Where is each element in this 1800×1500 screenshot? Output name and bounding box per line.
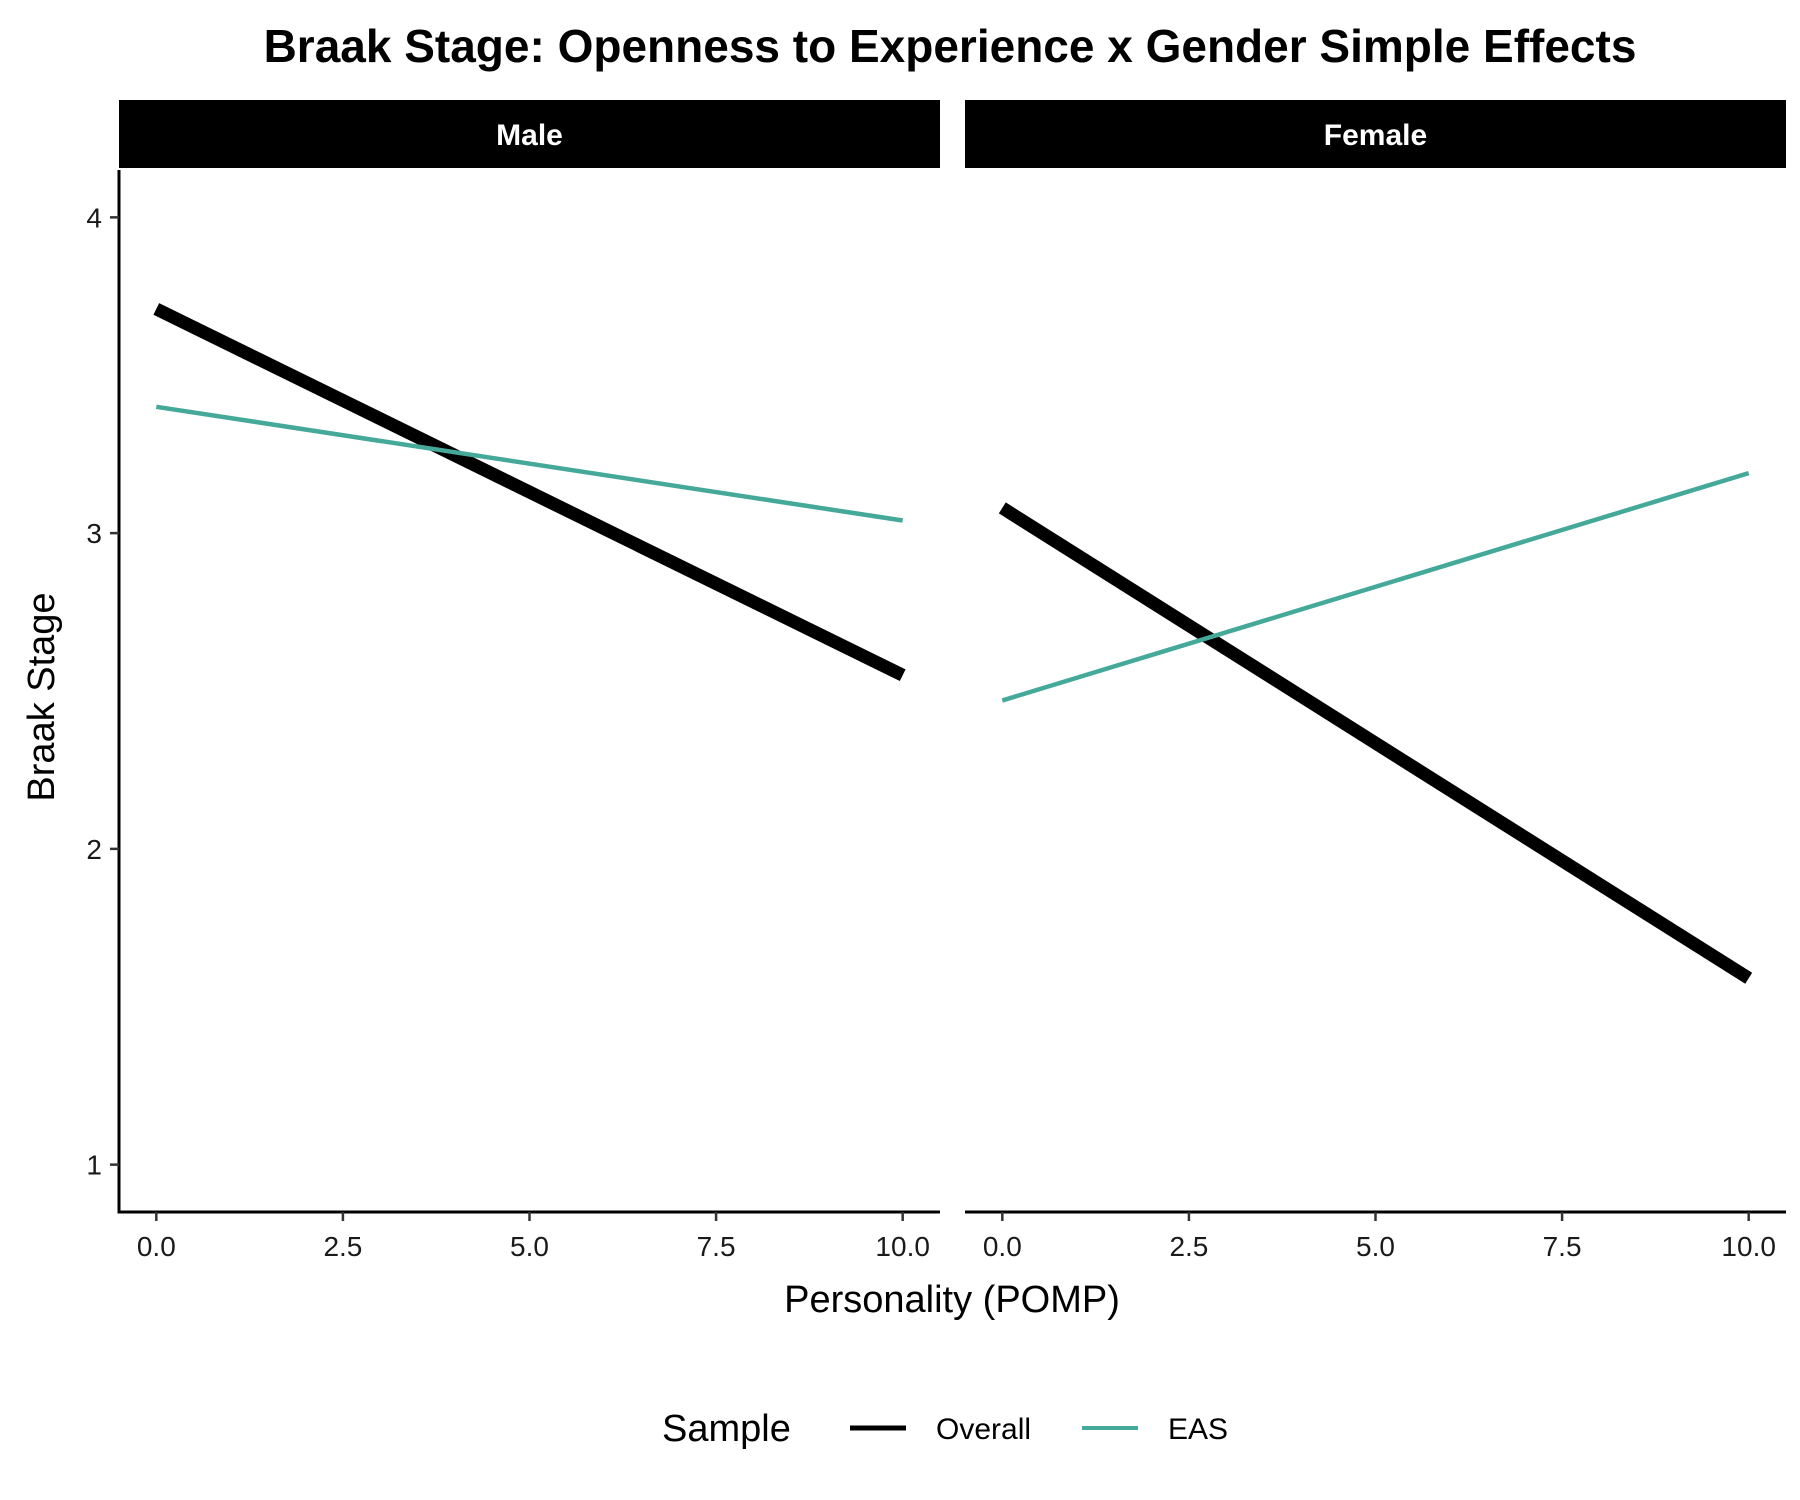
legend-label-eas: EAS [1168, 1413, 1228, 1446]
x-tick-label-male-5-0: 5.0 [510, 1231, 549, 1262]
x-tick-label-female-5-0: 5.0 [1356, 1231, 1395, 1262]
y-tick-label-1: 1 [86, 1150, 102, 1181]
panel-male: Male 1 2 3 4 0.0 2.5 5.0 7.5 10.0 [86, 100, 940, 1262]
legend-title: Sample [662, 1408, 791, 1450]
strip-label-female: Female [1324, 119, 1427, 152]
x-tick-label-female-7-5: 7.5 [1543, 1231, 1582, 1262]
facet-panels: Male 1 2 3 4 0.0 2.5 5.0 7.5 10.0 Female 0.0 2.5 5.0 7… [86, 100, 1786, 1262]
x-tick-label-female-10-0: 10.0 [1721, 1231, 1776, 1262]
strip-female [965, 100, 1786, 168]
series-line-female-overall [998, 502, 1753, 984]
panel-female: Female 0.0 2.5 5.0 7.5 10.0 [965, 100, 1786, 1262]
x-tick-label-male-0-0: 0.0 [137, 1231, 176, 1262]
strip-male [119, 100, 940, 168]
x-tick-label-male-10-0: 10.0 [875, 1231, 930, 1262]
legend: Sample Overall EAS [662, 1408, 1228, 1450]
y-tick-label-2: 2 [86, 834, 102, 865]
series-line-female-eas [1001, 470, 1750, 703]
strip-label-male: Male [496, 119, 563, 152]
x-tick-label-male-2-5: 2.5 [323, 1231, 362, 1262]
y-axis-title: Braak Stage [21, 592, 63, 801]
x-tick-label-male-7-5: 7.5 [697, 1231, 736, 1262]
series-line-male-overall [153, 303, 906, 682]
legend-label-overall: Overall [936, 1413, 1031, 1446]
series-line-male-eas [155, 404, 904, 523]
y-tick-label-3: 3 [86, 518, 102, 549]
y-tick-label-4: 4 [86, 202, 102, 233]
x-tick-label-female-0-0: 0.0 [983, 1231, 1022, 1262]
x-tick-label-female-2-5: 2.5 [1169, 1231, 1208, 1262]
chart-title: Braak Stage: Openness to Experience x Ge… [264, 20, 1637, 72]
x-axis-title: Personality (POMP) [784, 1279, 1120, 1321]
